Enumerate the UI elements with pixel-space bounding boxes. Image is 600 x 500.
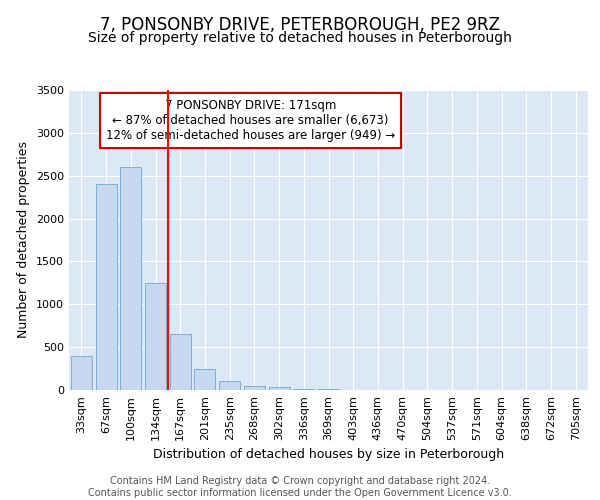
Bar — [219, 382, 240, 390]
Bar — [269, 388, 290, 390]
Bar — [145, 283, 166, 390]
Text: Size of property relative to detached houses in Peterborough: Size of property relative to detached ho… — [88, 31, 512, 45]
Bar — [244, 386, 265, 390]
X-axis label: Distribution of detached houses by size in Peterborough: Distribution of detached houses by size … — [153, 448, 504, 461]
Text: Contains HM Land Registry data © Crown copyright and database right 2024.
Contai: Contains HM Land Registry data © Crown c… — [88, 476, 512, 498]
Bar — [170, 334, 191, 390]
Y-axis label: Number of detached properties: Number of detached properties — [17, 142, 31, 338]
Bar — [71, 356, 92, 390]
Bar — [120, 167, 141, 390]
Text: 7 PONSONBY DRIVE: 171sqm
← 87% of detached houses are smaller (6,673)
12% of sem: 7 PONSONBY DRIVE: 171sqm ← 87% of detach… — [106, 99, 395, 142]
Text: 7, PONSONBY DRIVE, PETERBOROUGH, PE2 9RZ: 7, PONSONBY DRIVE, PETERBOROUGH, PE2 9RZ — [100, 16, 500, 34]
Bar — [293, 388, 314, 390]
Bar — [95, 184, 116, 390]
Bar — [194, 368, 215, 390]
